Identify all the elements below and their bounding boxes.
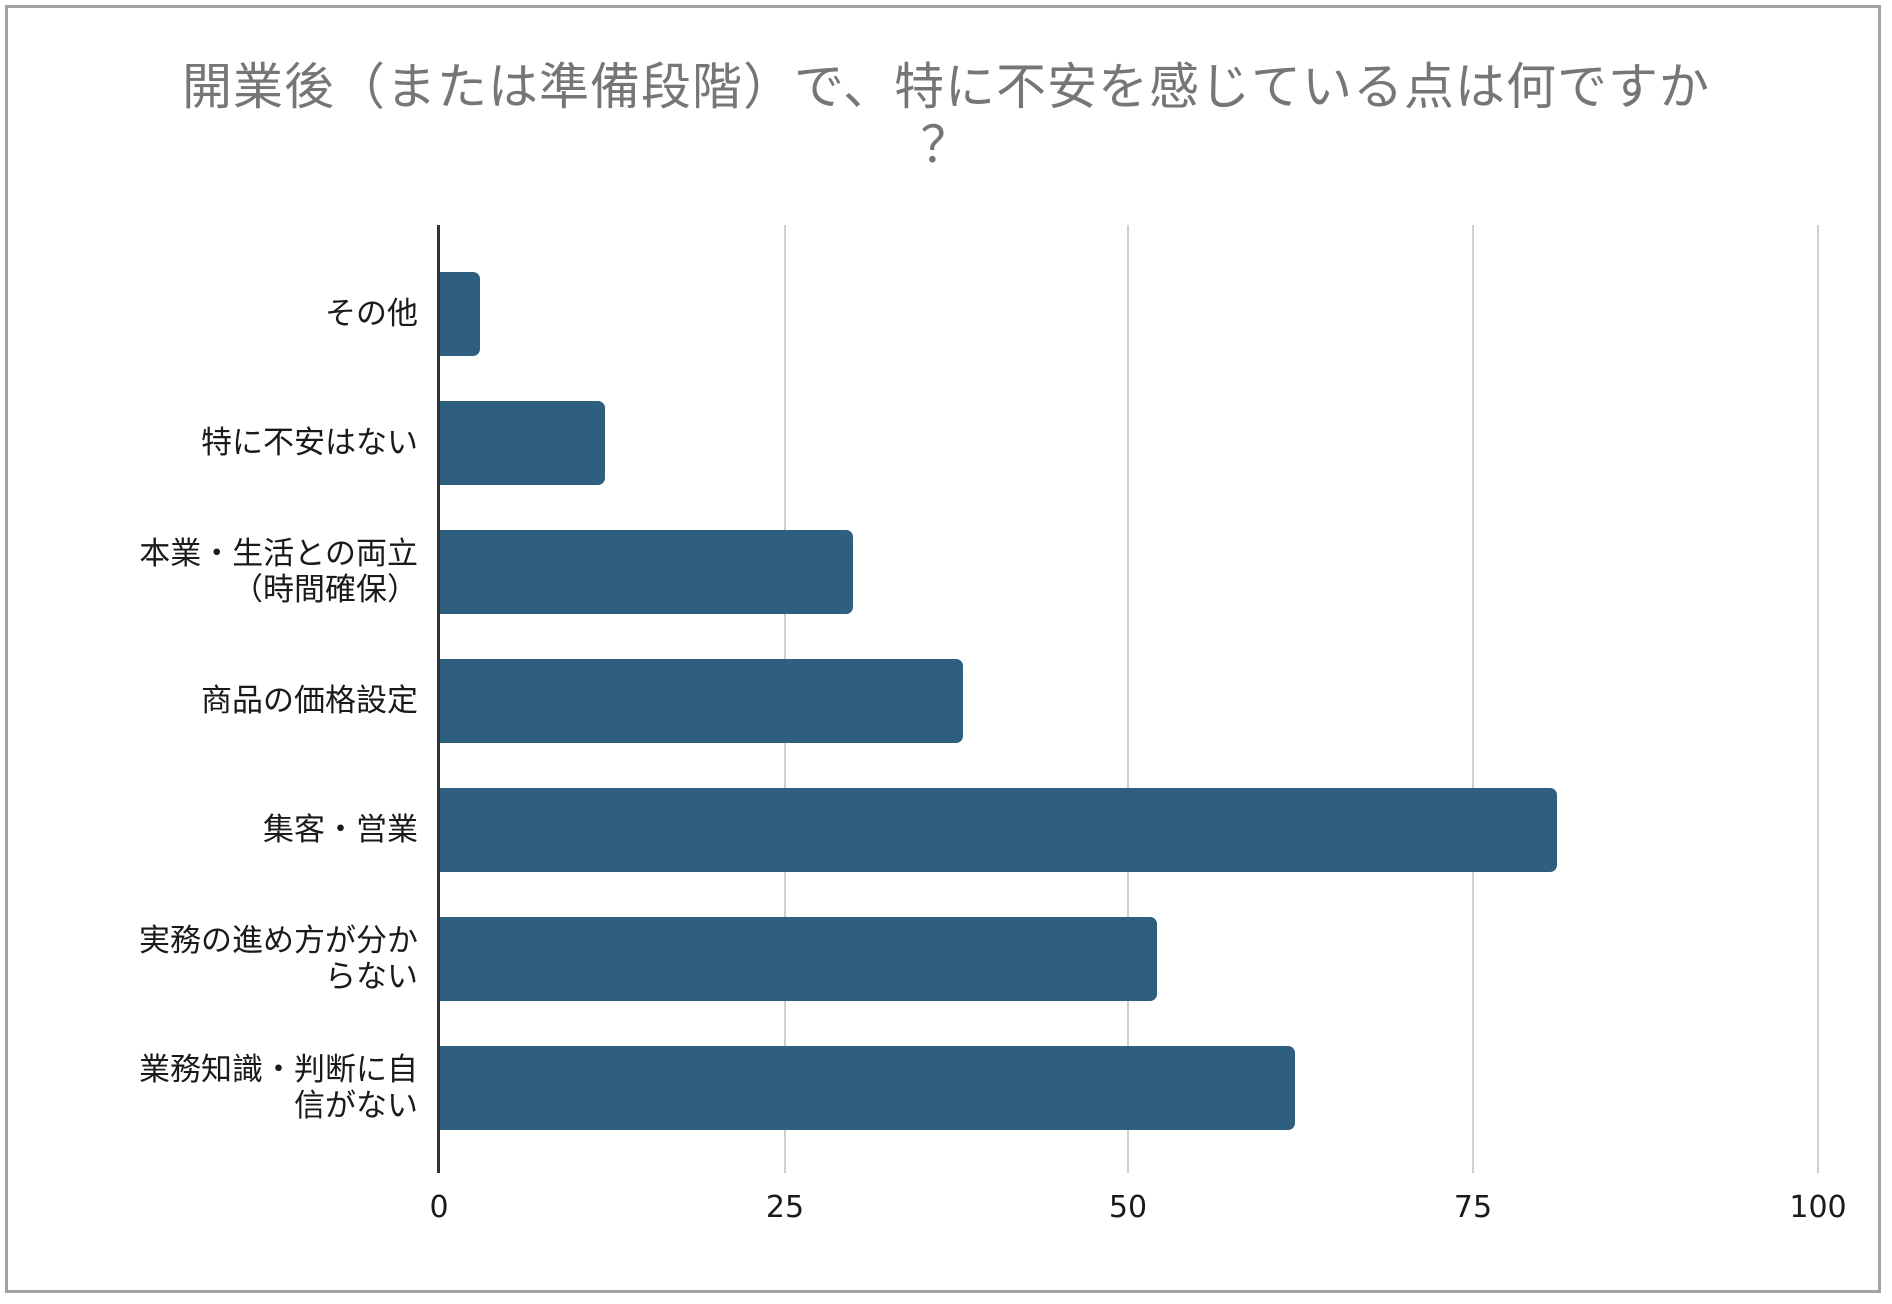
y-axis-line: [437, 225, 440, 1173]
bar: [439, 917, 1157, 1001]
category-label-line: その他: [325, 296, 418, 332]
x-tick-100: 100: [1789, 1190, 1847, 1225]
category-label: 商品の価格設定: [38, 659, 418, 743]
category-label-line: 特に不安はない: [201, 425, 418, 461]
chart-title-line1: 開業後（または準備段階）で、特に不安を感じている点は何ですか: [182, 58, 1710, 116]
category-label-line: （時間確保）: [232, 572, 418, 608]
category-label-line: 本業・生活との両立: [139, 536, 418, 572]
x-tick-0: 0: [429, 1190, 449, 1225]
category-label-line: 集客・営業: [263, 812, 418, 848]
category-label-line: らない: [325, 959, 418, 995]
category-label-line: 信がない: [294, 1088, 418, 1124]
category-label: その他: [38, 272, 418, 356]
x-tick-50: 50: [1108, 1190, 1148, 1225]
chart-title: 開業後（または準備段階）で、特に不安を感じている点は何ですか ？: [60, 58, 1832, 174]
category-label: 実務の進め方が分か らない: [38, 917, 418, 1001]
category-label-line: 実務の進め方が分か: [139, 923, 418, 959]
category-label-line: 商品の価格設定: [201, 683, 418, 719]
bar: [439, 788, 1557, 872]
category-label: 本業・生活との両立 （時間確保）: [38, 530, 418, 614]
bar: [439, 272, 480, 356]
category-label: 特に不安はない: [38, 401, 418, 485]
bar: [439, 530, 853, 614]
category-label-line: 業務知識・判断に自: [139, 1052, 418, 1088]
gridline-100: [1817, 225, 1819, 1173]
bar: [439, 659, 963, 743]
gridline-50: [1127, 225, 1129, 1173]
category-label: 業務知識・判断に自 信がない: [38, 1046, 418, 1130]
x-tick-25: 25: [765, 1190, 805, 1225]
category-label: 集客・営業: [38, 788, 418, 872]
chart-title-line2: ？: [920, 116, 972, 174]
bar: [439, 1046, 1295, 1130]
bar: [439, 401, 605, 485]
x-tick-75: 75: [1453, 1190, 1493, 1225]
gridline-75: [1472, 225, 1474, 1173]
